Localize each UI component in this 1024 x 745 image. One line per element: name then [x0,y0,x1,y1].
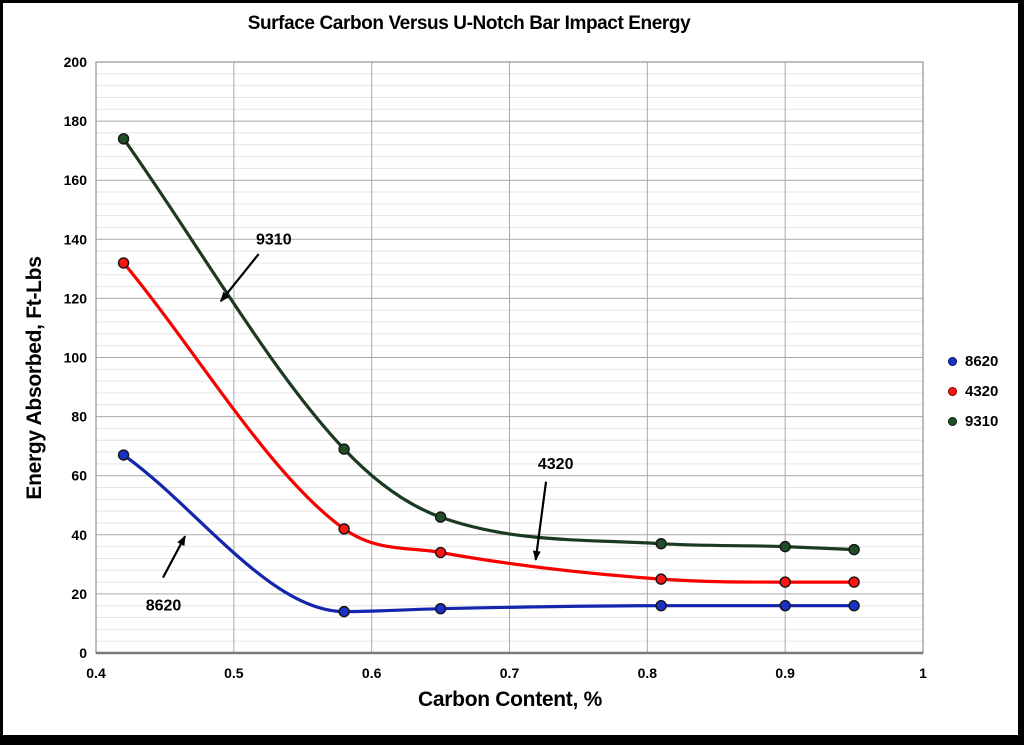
y-tick-label: 180 [64,113,88,129]
data-point-4320 [655,573,667,585]
y-tick-label: 160 [64,172,88,188]
x-tick-label: 0.9 [775,665,795,681]
data-point-9310 [338,443,350,455]
data-point-8620 [848,600,860,612]
data-point-9310 [779,540,791,553]
y-tick-label: 20 [71,586,87,602]
series-9310-line [122,137,856,552]
data-point-8620 [434,602,447,615]
data-point-9310 [655,537,667,550]
y-tick-label: 200 [64,54,88,70]
annotation-arrow-4320 [532,481,548,561]
y-axis-title: Energy Absorbed, Ft-Lbs [23,256,46,500]
data-point-4320 [117,257,130,269]
series-4320-line [122,261,856,584]
y-tick-label: 0 [79,645,87,661]
legend-marker-icon [948,416,957,426]
data-point-4320 [848,576,860,588]
y-tick-label: 100 [64,350,88,366]
series-8620-line [122,453,856,614]
legend-item-9310: 9310 [948,406,998,436]
data-point-8620 [655,600,667,612]
x-tick-label: 0.8 [638,665,658,681]
annotation-label-9310: 9310 [256,231,292,248]
data-point-4320 [434,546,447,559]
legend-marker-icon [948,356,957,366]
legend-label: 4320 [965,382,999,400]
legend: 8620 4320 9310 [948,346,998,436]
annotation-arrow-9310 [219,253,260,303]
data-point-8620 [117,449,130,461]
legend-label: 8620 [965,352,999,370]
x-tick-label: 0.7 [500,665,520,681]
annotation-label-4320: 4320 [538,456,574,473]
legend-item-8620: 8620 [948,346,998,376]
y-tick-label: 120 [64,290,88,306]
chart-title: Surface Carbon Versus U-Notch Bar Impact… [247,13,691,34]
legend-item-4320: 4320 [948,376,998,406]
data-point-8620 [779,600,791,612]
data-point-4320 [338,523,350,535]
y-tick-label: 140 [64,231,88,247]
x-tick-label: 0.4 [86,665,106,681]
x-axis-title: Carbon Content, % [418,688,602,711]
legend-marker-icon [948,386,957,396]
x-tick-label: 0.6 [362,665,382,681]
data-point-9310 [848,543,860,556]
y-tick-label: 40 [71,527,87,543]
annotation-arrow-8620 [162,535,187,579]
data-point-4320 [779,576,791,588]
data-point-9310 [434,511,447,523]
data-point-9310 [117,133,130,145]
x-tick-label: 1 [919,665,927,681]
y-tick-label: 80 [71,409,87,425]
data-point-8620 [338,605,350,618]
legend-label: 9310 [965,412,999,430]
y-tick-label: 60 [71,468,87,484]
x-tick-label: 0.5 [224,665,244,681]
annotation-label-8620: 8620 [146,598,182,615]
